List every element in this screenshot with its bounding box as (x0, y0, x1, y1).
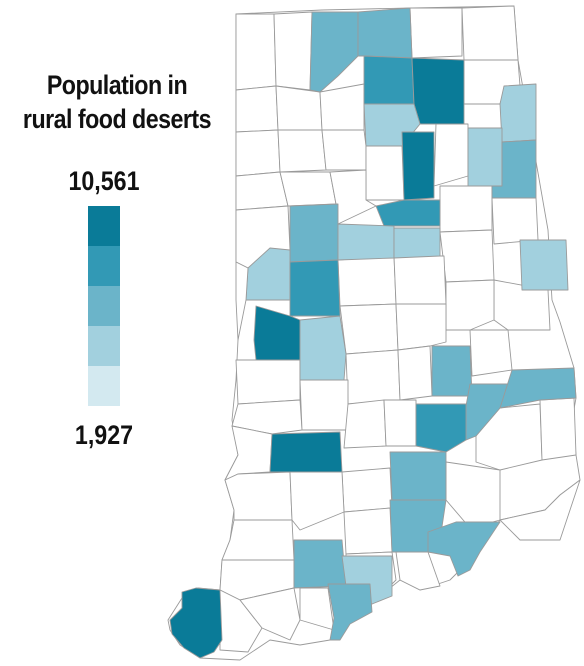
county-shaded (411, 57, 465, 125)
county-shaded (401, 131, 435, 201)
county (235, 171, 289, 211)
county (235, 13, 277, 91)
county-shaded (327, 583, 373, 641)
county (397, 345, 433, 401)
county-shaded (499, 83, 537, 143)
county (231, 399, 303, 435)
county (337, 255, 397, 307)
legend-swatch-3 (88, 286, 120, 326)
county-shaded (519, 239, 569, 291)
county (439, 185, 493, 233)
county (499, 479, 581, 541)
legend-swatch-4 (88, 326, 120, 366)
county-shaded (415, 403, 467, 453)
county (341, 467, 393, 513)
county (345, 349, 401, 405)
county (469, 329, 513, 377)
county (409, 7, 463, 59)
legend-title-line1: Population in (46, 70, 188, 100)
county (365, 145, 405, 201)
county (273, 11, 313, 91)
county-shaded (269, 431, 343, 473)
county (224, 471, 293, 521)
county (491, 197, 539, 245)
county (319, 83, 365, 131)
county-shaded (499, 367, 577, 409)
county (343, 507, 393, 555)
county-shaded (491, 139, 537, 199)
county-shaded (169, 587, 223, 659)
county (221, 519, 295, 561)
county (239, 587, 301, 641)
county-shaded (299, 315, 347, 381)
county (235, 85, 279, 133)
county-shaded (293, 539, 347, 589)
county (224, 425, 273, 481)
county-shaded (357, 7, 413, 59)
legend-color-scale (88, 206, 120, 406)
county (321, 129, 367, 171)
county-shaded (427, 521, 501, 577)
county (235, 359, 301, 405)
county-shaded (431, 345, 473, 397)
county-shaded (389, 451, 447, 501)
county (383, 399, 417, 447)
legend-swatch-5 (88, 366, 120, 406)
legend-title: Population in rural food deserts (16, 68, 217, 136)
county-shaded (341, 555, 393, 605)
county (299, 379, 349, 431)
county (275, 85, 323, 131)
county-shaded (289, 203, 339, 263)
legend-title-line2: rural food deserts (22, 104, 212, 134)
county-shaded (363, 55, 415, 105)
county (439, 229, 495, 283)
county (395, 303, 447, 351)
legend-min-label: 1,927 (74, 420, 134, 450)
county (235, 129, 281, 177)
county (343, 399, 387, 449)
county (277, 129, 327, 173)
county-shaded (467, 127, 503, 187)
county (393, 255, 447, 305)
county-shaded (289, 259, 341, 317)
county-shaded (375, 199, 441, 227)
county (339, 303, 399, 355)
county (445, 279, 495, 331)
legend-swatch-2 (88, 246, 120, 286)
county-shaded (235, 261, 249, 341)
legend-swatch-1 (88, 206, 120, 246)
county (433, 123, 469, 187)
legend-max-label: 10,561 (68, 166, 140, 196)
county-shaded (337, 223, 395, 261)
county-shaded (393, 227, 441, 259)
county (539, 397, 577, 461)
county (279, 171, 337, 207)
county (461, 5, 519, 61)
